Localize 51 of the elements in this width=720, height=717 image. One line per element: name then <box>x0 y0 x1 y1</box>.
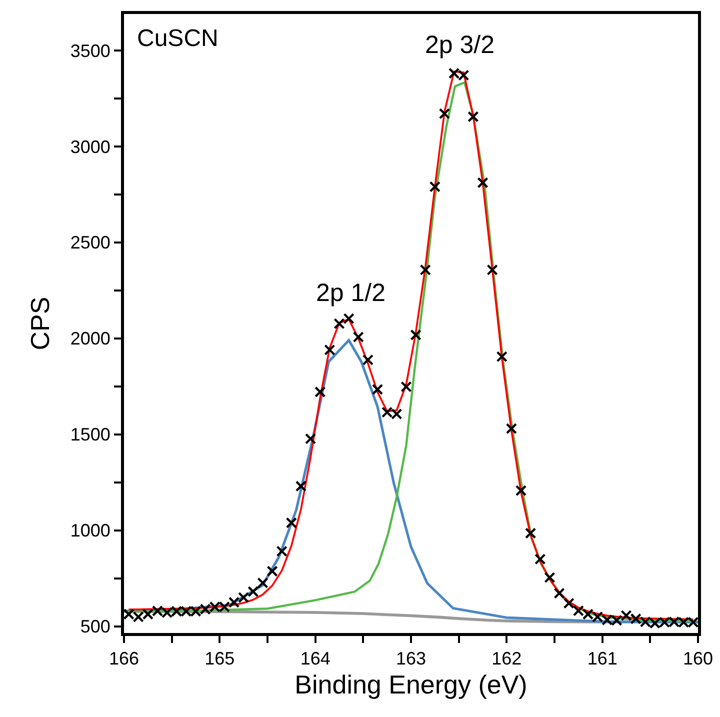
point <box>534 554 546 565</box>
point <box>228 596 240 608</box>
point <box>429 181 441 192</box>
point <box>295 480 307 492</box>
point <box>238 592 250 604</box>
point <box>410 329 422 341</box>
point <box>515 484 527 496</box>
point <box>334 318 345 330</box>
annotation: 2p 1/2 <box>316 279 386 307</box>
point <box>343 313 354 324</box>
annotation: CuSCN <box>137 25 218 52</box>
point <box>248 586 259 598</box>
x-tick-label: 160 <box>682 648 714 669</box>
point <box>477 177 488 188</box>
point <box>276 546 288 557</box>
point <box>400 381 412 392</box>
point <box>372 384 384 396</box>
point <box>524 528 536 539</box>
point <box>496 351 508 362</box>
point <box>304 433 316 444</box>
point <box>544 572 556 584</box>
point <box>486 264 498 276</box>
x-axis-title: Binding Energy (eV) <box>294 669 528 700</box>
y-tick-label: 3500 <box>70 40 110 61</box>
y-axis-title: CPS <box>24 296 55 350</box>
y-tick-label: 1500 <box>70 424 110 445</box>
point <box>554 588 565 599</box>
point <box>314 386 326 398</box>
point <box>362 354 374 366</box>
x-tick-label: 166 <box>108 648 140 669</box>
x-tick-label: 164 <box>300 648 330 669</box>
point <box>563 598 574 609</box>
x-tick-label: 163 <box>396 648 426 669</box>
point <box>324 344 336 356</box>
y-tick-label: 3000 <box>70 136 110 157</box>
y-tick-label: 2000 <box>70 328 110 349</box>
point <box>438 108 450 120</box>
point <box>257 577 268 588</box>
point <box>352 331 364 343</box>
point <box>468 111 479 122</box>
y-tick-label: 1000 <box>70 520 110 541</box>
y-tick-label: 500 <box>80 616 110 637</box>
point <box>286 517 298 528</box>
x-tick-label: 161 <box>587 648 618 669</box>
y-tick-label: 2500 <box>70 232 110 253</box>
point <box>506 422 518 434</box>
annotation: 2p 3/2 <box>425 31 495 59</box>
x-tick-label: 162 <box>492 648 522 669</box>
point <box>420 264 431 276</box>
x-tick-label: 165 <box>204 648 235 669</box>
point <box>266 566 278 577</box>
